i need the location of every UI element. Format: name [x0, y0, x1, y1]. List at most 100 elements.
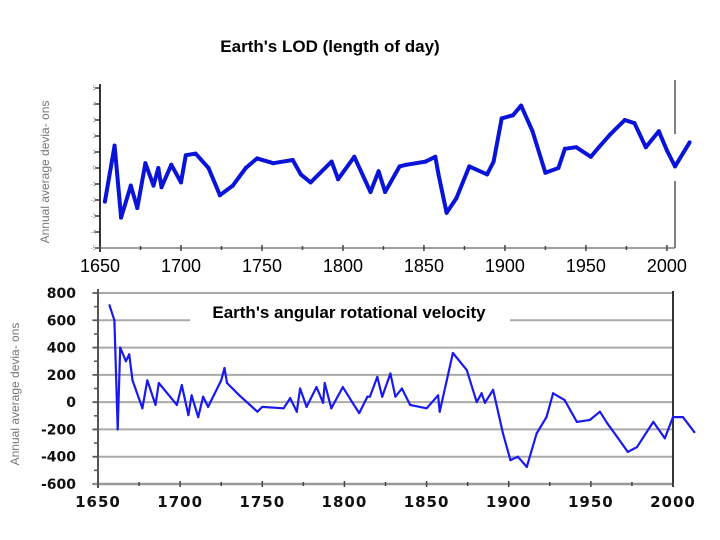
- data-point: [492, 388, 495, 391]
- data-point: [261, 405, 264, 409]
- series-line: [102, 103, 692, 220]
- data-point: [635, 446, 638, 449]
- data-point: [282, 407, 285, 410]
- data-point: [206, 405, 210, 409]
- y-tick-label: -3: [91, 214, 97, 220]
- x-tick-label: 1950: [566, 256, 606, 276]
- y-tick-label: -1: [91, 182, 97, 188]
- top-chart-lod: 5 4 3 2 1 0 -1 -2 -3 -4 -5 1650 1700 1750 1800 1850 1900…: [80, 80, 692, 276]
- x-tick-label: 1700: [157, 493, 203, 511]
- data-point: [397, 164, 402, 169]
- data-point: [465, 368, 468, 372]
- data-point: [409, 403, 412, 406]
- y-tick-label: 5: [93, 86, 97, 92]
- data-point: [341, 386, 344, 389]
- top-chart-y-axis-label: Annual average devia- ons: [38, 101, 52, 244]
- data-point: [436, 172, 441, 177]
- x-tick-label: 1850: [404, 256, 444, 276]
- data-point: [243, 166, 248, 170]
- data-point: [438, 410, 441, 413]
- data-point: [124, 360, 128, 363]
- y-tick-label: -600: [41, 477, 76, 493]
- top-chart-title: Earth's LOD (length of day): [220, 37, 439, 56]
- data-point: [671, 416, 675, 419]
- data-point: [588, 154, 593, 159]
- y-tick-label: 800: [47, 286, 76, 302]
- data-point: [616, 435, 619, 439]
- data-point: [202, 395, 205, 398]
- data-point: [563, 398, 566, 402]
- y-tick-label: -4: [91, 230, 97, 236]
- data-point: [656, 129, 661, 134]
- data-point: [480, 392, 483, 395]
- data-point: [562, 146, 567, 151]
- data-point: [551, 392, 555, 395]
- data-point: [336, 177, 341, 182]
- y-tick-label: 0: [93, 166, 97, 172]
- data-point: [351, 401, 354, 404]
- title-background: [190, 300, 510, 326]
- data-point: [358, 411, 361, 415]
- data-point: [190, 394, 193, 397]
- data-point: [436, 394, 440, 397]
- x-tick-label: 1700: [161, 256, 201, 276]
- data-point: [423, 159, 428, 164]
- data-point: [389, 372, 392, 375]
- y-tick-label: -2: [91, 198, 97, 204]
- bottom-chart-y-axis-label: Annual average devia- ons: [8, 323, 22, 466]
- data-point: [376, 375, 379, 379]
- data-point: [511, 113, 516, 118]
- data-point: [225, 381, 229, 385]
- data-point: [368, 190, 373, 194]
- data-point: [530, 129, 535, 134]
- data-point: [556, 166, 561, 170]
- data-point: [169, 162, 174, 167]
- data-point: [588, 418, 592, 421]
- data-point: [383, 190, 388, 194]
- y-tick-label: 0: [66, 395, 76, 411]
- data-point: [483, 401, 486, 404]
- data-point: [404, 162, 409, 167]
- data-point: [180, 383, 183, 387]
- data-point: [305, 405, 308, 409]
- data-point: [119, 346, 122, 349]
- data-point: [295, 410, 298, 413]
- data-point: [652, 420, 655, 424]
- data-point: [271, 161, 276, 166]
- data-point: [687, 140, 692, 145]
- y-tick-label: 200: [47, 368, 76, 384]
- data-point: [535, 432, 538, 435]
- data-point: [525, 465, 528, 469]
- y-tick-label: -5: [91, 246, 97, 252]
- data-point: [509, 459, 512, 462]
- data-point: [108, 304, 111, 307]
- data-point: [193, 151, 198, 156]
- y-tick-label: -200: [41, 422, 76, 438]
- data-point: [693, 431, 696, 434]
- y-tick-label: -400: [41, 450, 76, 466]
- data-point: [315, 386, 318, 389]
- data-point: [154, 403, 157, 406]
- y-tick-label: 400: [47, 341, 76, 357]
- data-point: [545, 416, 548, 419]
- y-tick-label: 600: [47, 313, 76, 329]
- data-point: [574, 145, 579, 150]
- data-point: [183, 153, 188, 158]
- data-point: [128, 353, 131, 356]
- data-point: [157, 381, 160, 385]
- data-point: [501, 432, 505, 435]
- x-tick-label: 1750: [242, 256, 282, 276]
- data-point: [156, 166, 161, 170]
- data-point: [368, 395, 371, 398]
- data-point: [596, 145, 601, 150]
- data-point: [519, 103, 524, 108]
- data-point: [491, 159, 496, 164]
- x-tick-label: 1950: [568, 493, 614, 511]
- x-tick-label: 2000: [650, 493, 696, 511]
- data-point: [608, 132, 613, 137]
- data-point: [543, 170, 548, 175]
- data-point: [151, 183, 156, 188]
- x-tick-label: 1650: [80, 256, 120, 276]
